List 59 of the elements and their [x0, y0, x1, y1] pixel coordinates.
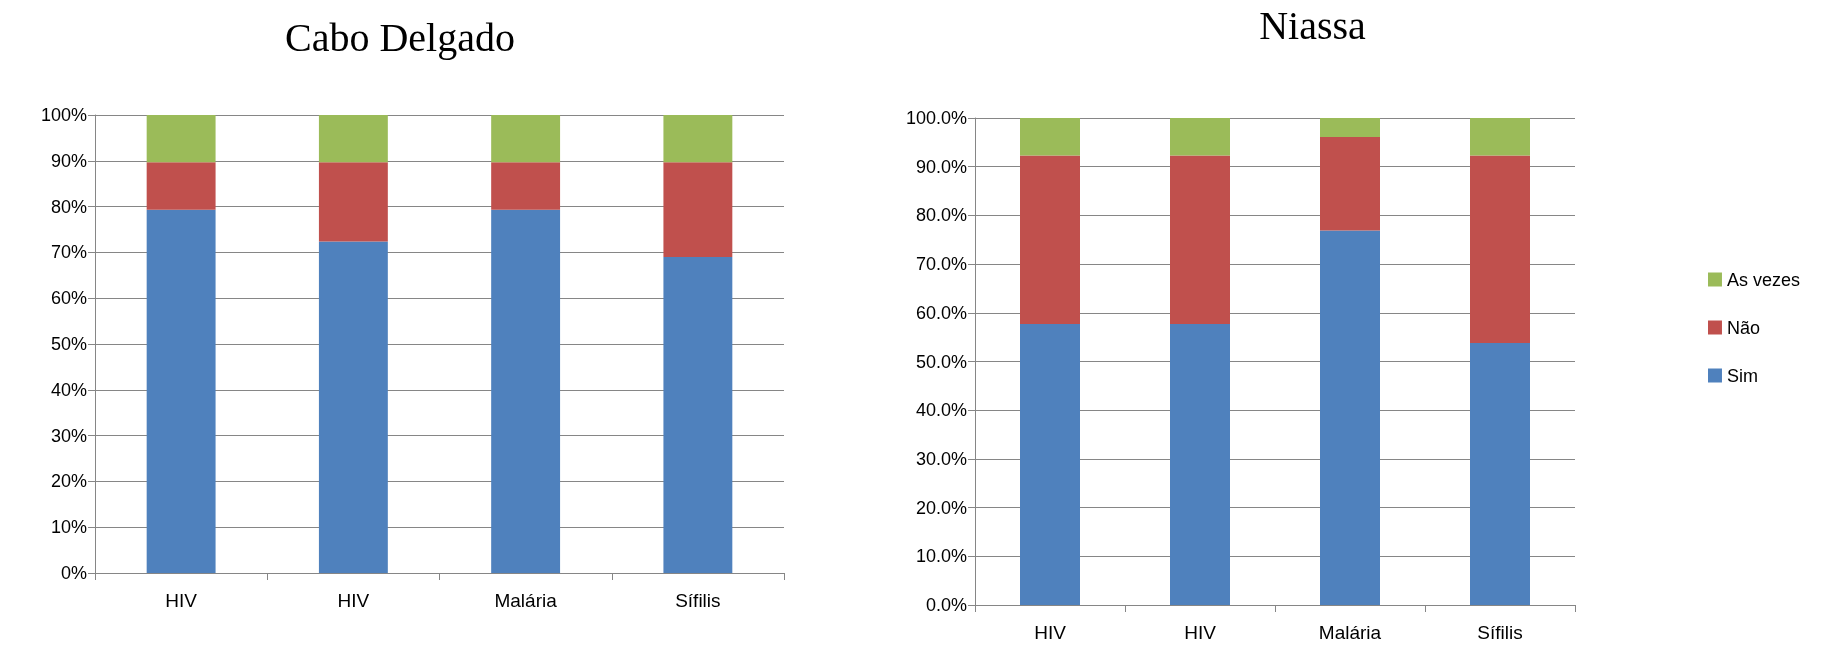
y-tick-label: 60% — [50, 288, 87, 309]
y-tick-label: 100% — [40, 105, 87, 125]
y-tick-label: 60.0% — [915, 302, 967, 323]
bar — [318, 241, 388, 573]
bar — [1470, 118, 1530, 156]
y-tick-label: 0.0% — [925, 595, 967, 615]
y-tick-label: 70.0% — [915, 254, 967, 275]
bar — [1170, 118, 1230, 156]
y-tick-label: 50% — [50, 334, 87, 354]
y-tick-label: 40% — [50, 379, 87, 400]
bar — [1470, 342, 1530, 605]
y-tick-label: 50.0% — [915, 351, 967, 372]
bar — [1020, 118, 1080, 156]
legend-label: Não — [1726, 317, 1760, 338]
y-tick-label: 90.0% — [915, 156, 967, 177]
bar — [1320, 136, 1380, 231]
y-tick-label: 70% — [50, 242, 87, 263]
y-tick-label: 20% — [50, 471, 87, 492]
x-tick-label: HIV — [165, 590, 198, 611]
chart-title: Niassa — [1259, 2, 1367, 48]
y-tick-label: 80% — [50, 196, 87, 217]
bar — [491, 209, 561, 573]
legend-label: Sim — [1726, 365, 1758, 386]
x-tick-label: HIV — [1034, 622, 1067, 643]
bar — [663, 162, 733, 257]
y-tick-label: 10% — [50, 517, 87, 538]
y-tick-label: 80.0% — [915, 205, 967, 226]
x-tick-label: Malária — [1318, 622, 1382, 643]
bar — [1320, 230, 1380, 605]
y-tick-label: 0% — [60, 563, 87, 583]
bar — [318, 162, 388, 242]
bar — [491, 162, 561, 210]
y-tick-label: 30.0% — [915, 448, 967, 469]
bar — [146, 115, 216, 163]
bar — [146, 209, 216, 573]
bar — [1170, 155, 1230, 324]
legend-label: As vezes — [1726, 269, 1800, 290]
bar — [663, 115, 733, 163]
chart-title: Cabo Delgado — [285, 14, 515, 60]
bar — [1020, 155, 1080, 324]
y-tick-label: 10.0% — [915, 546, 967, 567]
x-tick-label: HIV — [337, 590, 370, 611]
bar — [1170, 324, 1230, 605]
bar — [491, 115, 561, 163]
y-tick-label: 40.0% — [915, 400, 967, 421]
bar — [1320, 118, 1380, 137]
bar — [318, 115, 388, 163]
x-tick-label: Malária — [494, 590, 558, 611]
bar — [1020, 324, 1080, 605]
y-tick-label: 100.0% — [905, 108, 967, 128]
x-tick-label: Sífilis — [675, 590, 721, 611]
y-tick-label: 90% — [50, 150, 87, 171]
bar — [146, 162, 216, 210]
y-tick-label: 30% — [50, 425, 87, 446]
bar — [1470, 155, 1530, 343]
x-tick-label: HIV — [1184, 622, 1217, 643]
x-tick-label: Sífilis — [1477, 622, 1523, 643]
y-tick-label: 20.0% — [915, 497, 967, 518]
bar — [663, 256, 733, 573]
